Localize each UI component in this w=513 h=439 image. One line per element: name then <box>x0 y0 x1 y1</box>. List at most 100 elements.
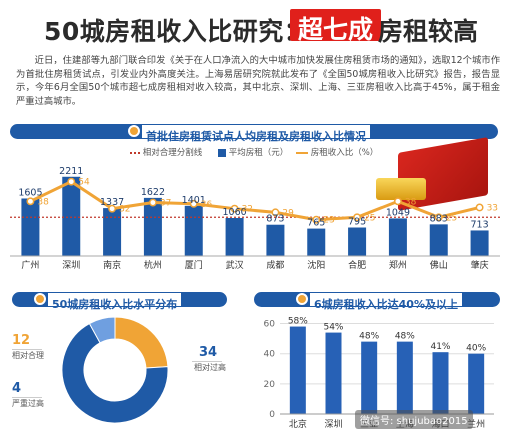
bar-value-label: 883 <box>430 213 448 224</box>
category-label: 厦门 <box>185 259 203 271</box>
ratio-point <box>434 213 443 222</box>
title-highlight: 超七成 <box>290 9 382 44</box>
donut-slice <box>88 316 116 344</box>
bar-value-label: 48% <box>395 332 415 342</box>
chart2-title: 50城房租收入比水平分布 <box>52 298 178 311</box>
y-tick-label: 60 <box>264 320 276 330</box>
ratio-point <box>475 203 484 212</box>
bar-rent <box>470 230 489 256</box>
bar-rent <box>143 197 162 256</box>
ratio-value-label: 23 <box>323 216 334 226</box>
category-label: 深圳 <box>62 260 80 271</box>
ratio-value-label: 29 <box>282 208 294 218</box>
ratio-value-label: 33 <box>487 203 498 213</box>
category-label: 成都 <box>266 259 284 271</box>
ratio-value-label: 37 <box>160 199 171 209</box>
bar-value-label: 40% <box>466 344 486 354</box>
bar-ratio <box>432 352 449 414</box>
donut-label-reasonable: 相对合理 <box>12 351 44 360</box>
donut-slice <box>61 322 169 424</box>
ratio-point <box>148 198 157 207</box>
category-label: 佛山 <box>430 259 448 271</box>
bar-rent <box>348 227 367 256</box>
chart2-donut <box>61 316 169 424</box>
page-title-rest: 房租较高 <box>378 17 479 46</box>
bar-value-label: 1622 <box>141 187 165 198</box>
section3-dot-icon <box>296 293 308 305</box>
bar-rent <box>225 218 244 256</box>
ratio-point <box>26 197 35 206</box>
bar-rent <box>266 224 285 256</box>
donut-slice <box>114 316 169 369</box>
decorative-gold-graphic <box>376 178 426 200</box>
y-tick-label: 40 <box>264 350 276 360</box>
divider <box>12 349 42 350</box>
section2-dot-icon <box>34 293 46 305</box>
category-label: 深圳 <box>324 419 342 430</box>
bar-rent <box>62 176 81 256</box>
bar-value-label: 54% <box>323 323 343 333</box>
bar-value-label: 795 <box>348 217 366 228</box>
bar-value-label: 48% <box>359 332 379 342</box>
y-tick-label: 0 <box>269 410 275 420</box>
chart3-title: 6城房租收入比达40%及以上 <box>314 298 458 311</box>
ratio-value-label: 32 <box>119 205 130 215</box>
ratio-value-label: 25 <box>446 213 457 223</box>
ratio-point <box>67 177 76 186</box>
bar-value-label: 873 <box>266 214 284 225</box>
divider <box>192 361 222 362</box>
bar-value-label: 1401 <box>182 195 206 206</box>
ratio-point <box>271 208 280 217</box>
category-label: 杭州 <box>144 259 162 271</box>
ratio-value-label: 54 <box>78 178 90 188</box>
category-label: 广州 <box>21 259 39 271</box>
ratio-point <box>189 199 198 208</box>
bar-value-label: 58% <box>288 317 308 327</box>
donut-label-severe: 严重过高 <box>12 399 44 408</box>
bar-value-label: 2211 <box>59 166 83 177</box>
y-tick-label: 20 <box>264 380 276 390</box>
section2-title-bg: 50城房租收入比水平分布 <box>48 293 182 311</box>
ratio-point <box>393 197 402 206</box>
bar-ratio <box>468 353 485 414</box>
category-label: 南京 <box>103 259 121 271</box>
legend-rent-ratio: 房租收入比（%） <box>296 146 378 158</box>
page-title: 50城房租收入比研究： <box>44 17 310 46</box>
bar-rent <box>307 228 326 256</box>
bar-value-label: 1337 <box>100 197 124 208</box>
intro-paragraph: 近日，住建部等九部门联合印发《关于在人口净流入的大中城市加快发展住房租赁市场的通… <box>16 55 500 107</box>
ratio-value-label: 38 <box>405 197 417 207</box>
divider <box>12 397 42 398</box>
category-label: 北京 <box>289 418 307 430</box>
donut-value-reasonable: 12 <box>12 333 31 348</box>
ratio-value-label: 38 <box>37 197 49 207</box>
ratio-value-label: 25 <box>364 213 375 223</box>
bar-value-label: 41% <box>430 342 450 352</box>
bar-ratio <box>396 341 413 414</box>
bar-value-label: 1049 <box>386 207 410 218</box>
watermark: 微信号: shujubao2015 <box>355 410 473 429</box>
bar-rent <box>21 198 40 256</box>
bar-rent <box>388 218 407 256</box>
bar-ratio <box>325 332 342 414</box>
bar-value-label: 713 <box>471 219 489 230</box>
donut-value-high: 34 <box>199 345 218 360</box>
category-label: 武汉 <box>226 259 244 271</box>
bar-value-label: 1060 <box>222 207 246 218</box>
ratio-point <box>108 204 117 213</box>
ratio-point <box>353 213 362 222</box>
section-dot-icon <box>128 125 140 137</box>
ratio-point <box>230 204 239 213</box>
section3-title-bg: 6城房租收入比达40%及以上 <box>310 293 462 311</box>
category-label: 合肥 <box>348 259 366 271</box>
category-label: 沈阳 <box>307 259 325 271</box>
bar-ratio <box>361 341 378 414</box>
section1-title-bg: 首批住房租赁试点人均房租及房租收入比情况 <box>142 125 370 143</box>
bar-value-label: 765 <box>307 218 325 229</box>
bar-rent <box>184 205 203 256</box>
donut-value-severe: 4 <box>12 381 22 396</box>
chart1-title: 首批住房租赁试点人均房租及房租收入比情况 <box>146 130 366 143</box>
ratio-line <box>29 179 480 222</box>
category-label: 郑州 <box>389 259 407 271</box>
chart1-rent-combo: 1605 广州 2211 深圳 1337 南京 1622 杭州 1401 厦门 1060 武汉 873 成… <box>10 166 500 271</box>
